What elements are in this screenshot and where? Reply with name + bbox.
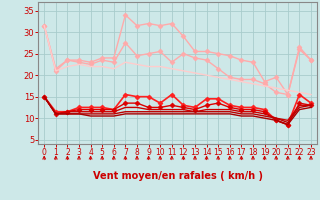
X-axis label: Vent moyen/en rafales ( km/h ): Vent moyen/en rafales ( km/h ) (92, 171, 263, 181)
